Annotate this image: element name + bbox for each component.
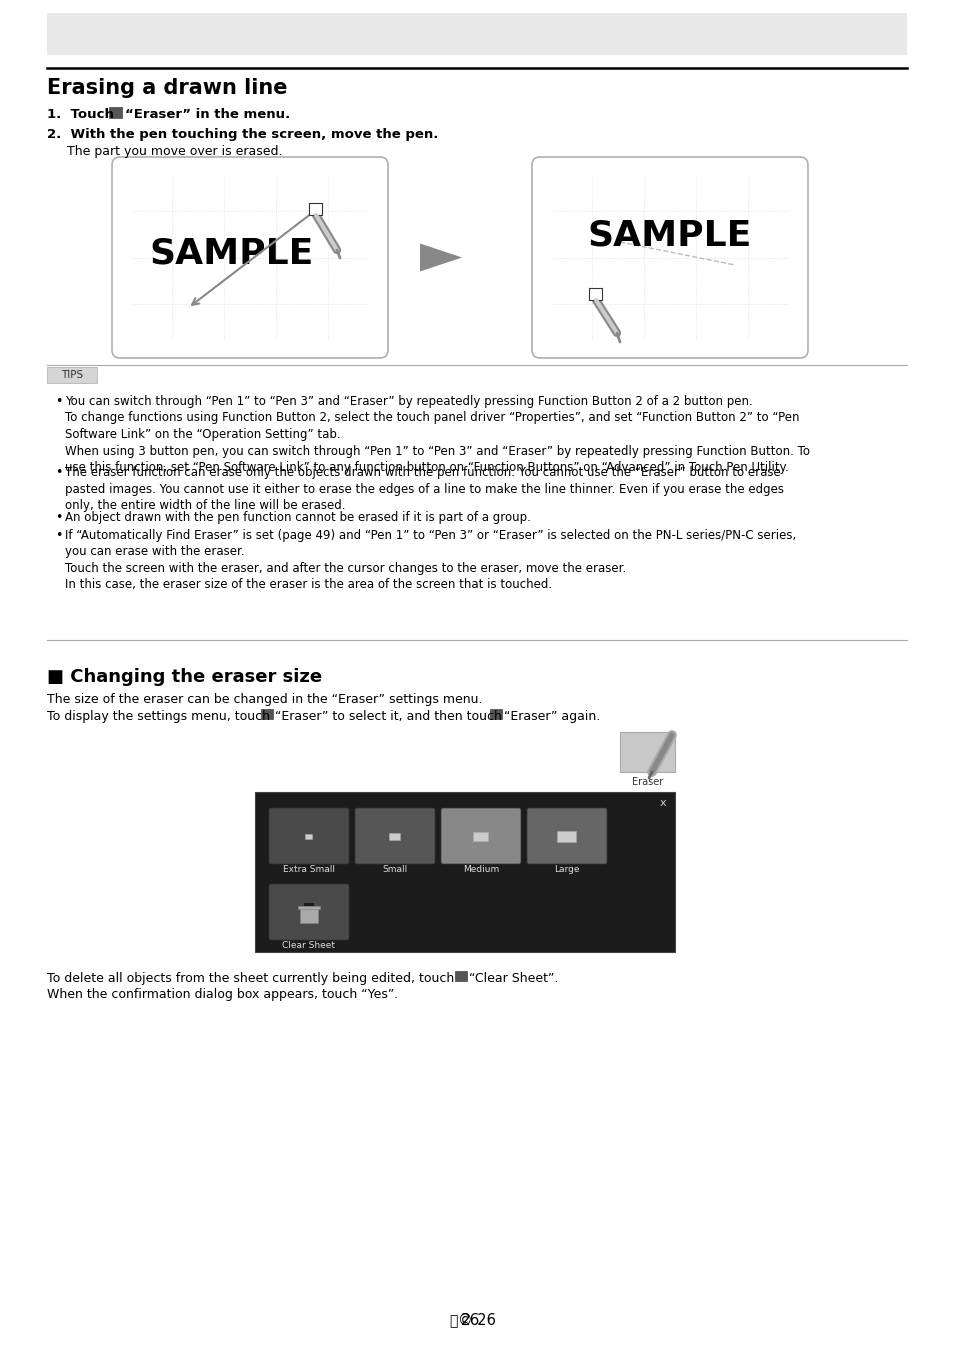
Text: “Eraser” to select it, and then touch: “Eraser” to select it, and then touch xyxy=(274,710,505,724)
Text: Ⓔ: Ⓔ xyxy=(448,1314,456,1328)
FancyBboxPatch shape xyxy=(254,792,675,952)
Text: You can switch through “Pen 1” to “Pen 3” and “Eraser” by repeatedly pressing Fu: You can switch through “Pen 1” to “Pen 3… xyxy=(65,396,809,474)
Text: Small: Small xyxy=(382,865,407,873)
Text: x: x xyxy=(659,798,665,809)
Bar xyxy=(299,909,317,923)
Bar xyxy=(473,832,488,841)
Text: Extra Small: Extra Small xyxy=(283,865,335,873)
FancyBboxPatch shape xyxy=(532,157,807,358)
Text: Erasing a drawn line: Erasing a drawn line xyxy=(47,78,287,99)
Text: Large: Large xyxy=(554,865,579,873)
Bar xyxy=(588,288,601,300)
Bar xyxy=(309,202,322,215)
Text: •: • xyxy=(55,396,62,408)
FancyBboxPatch shape xyxy=(455,971,467,981)
Text: To delete all objects from the sheet currently being edited, touch: To delete all objects from the sheet cur… xyxy=(47,972,457,986)
Polygon shape xyxy=(419,243,461,271)
Text: •: • xyxy=(55,510,62,524)
FancyBboxPatch shape xyxy=(47,14,906,55)
Text: The part you move over is erased.: The part you move over is erased. xyxy=(67,144,282,158)
Bar xyxy=(389,833,400,840)
Text: •: • xyxy=(55,466,62,479)
Bar xyxy=(304,903,314,906)
Bar xyxy=(557,830,576,841)
FancyBboxPatch shape xyxy=(269,809,349,864)
Text: •: • xyxy=(55,529,62,541)
FancyBboxPatch shape xyxy=(269,884,349,940)
Text: Medium: Medium xyxy=(462,865,498,873)
FancyBboxPatch shape xyxy=(619,732,675,772)
Text: “Clear Sheet”.: “Clear Sheet”. xyxy=(469,972,558,986)
Text: “Eraser” in the menu.: “Eraser” in the menu. xyxy=(125,108,290,122)
FancyBboxPatch shape xyxy=(112,157,388,358)
Text: 2.  With the pen touching the screen, move the pen.: 2. With the pen touching the screen, mov… xyxy=(47,128,438,140)
FancyBboxPatch shape xyxy=(355,809,435,864)
Text: The eraser function can erase only the objects drawn with the pen function. You : The eraser function can erase only the o… xyxy=(65,466,783,512)
FancyBboxPatch shape xyxy=(109,107,122,117)
Bar xyxy=(297,906,319,909)
FancyBboxPatch shape xyxy=(47,367,97,383)
Text: 26: 26 xyxy=(461,1314,480,1328)
Text: Eraser: Eraser xyxy=(631,778,662,787)
Text: SAMPLE: SAMPLE xyxy=(150,236,314,271)
Text: TIPS: TIPS xyxy=(61,370,83,379)
FancyBboxPatch shape xyxy=(440,809,520,864)
FancyBboxPatch shape xyxy=(526,809,606,864)
FancyBboxPatch shape xyxy=(490,709,501,720)
Text: The size of the eraser can be changed in the “Eraser” settings menu.: The size of the eraser can be changed in… xyxy=(47,693,482,706)
Text: ■ Changing the eraser size: ■ Changing the eraser size xyxy=(47,668,322,686)
FancyBboxPatch shape xyxy=(261,709,273,720)
Text: Clear Sheet: Clear Sheet xyxy=(282,941,335,950)
Bar xyxy=(305,833,313,838)
Text: “Eraser” again.: “Eraser” again. xyxy=(503,710,599,724)
Text: When the confirmation dialog box appears, touch “Yes”.: When the confirmation dialog box appears… xyxy=(47,988,397,1000)
Text: 1.  Touch: 1. Touch xyxy=(47,108,118,122)
Text: To display the settings menu, touch: To display the settings menu, touch xyxy=(47,710,274,724)
Text: SAMPLE: SAMPLE xyxy=(587,219,751,252)
Text: © 26: © 26 xyxy=(457,1314,496,1328)
Text: An object drawn with the pen function cannot be erased if it is part of a group.: An object drawn with the pen function ca… xyxy=(65,510,530,524)
Text: If “Automatically Find Eraser” is set (page 49) and “Pen 1” to “Pen 3” or “Erase: If “Automatically Find Eraser” is set (p… xyxy=(65,529,796,591)
